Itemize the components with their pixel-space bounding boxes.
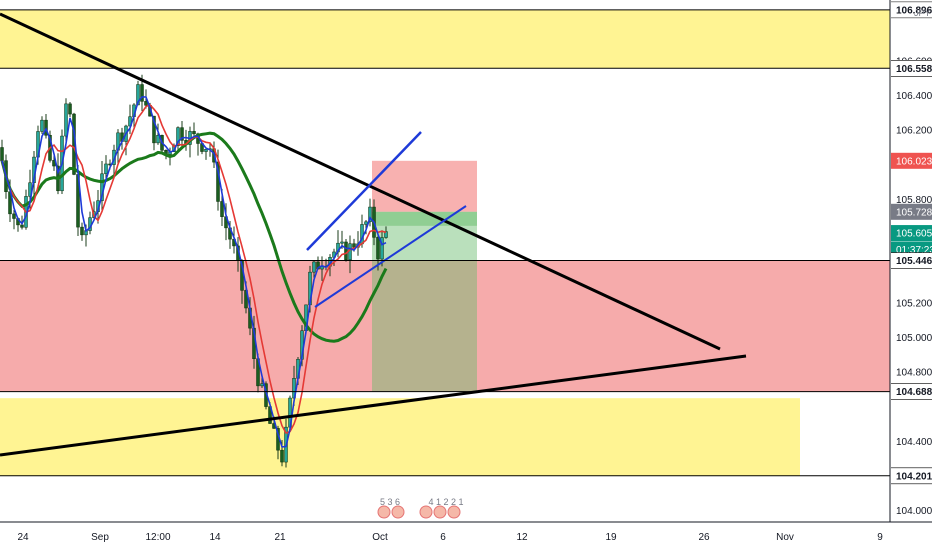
level-label: 106.023 (896, 156, 932, 167)
moving-averages-layer (0, 96, 388, 448)
level-label: 105.446 (896, 256, 932, 267)
price-axis[interactable]: 106.600106.400106.200105.800105.200105.0… (889, 0, 932, 522)
candle-body (368, 206, 372, 223)
candle-body (376, 237, 380, 260)
candle-body (364, 221, 368, 225)
ma-blue-line (1, 96, 387, 448)
time-axis[interactable]: 24 Sep 12:00 14 21 Oct 6 12 19 26 Nov 9 (0, 521, 932, 543)
candle-body (68, 103, 72, 115)
price-tick-label: 105.200 (896, 299, 932, 310)
price-tick-label: 105.000 (896, 333, 932, 344)
level-label: 104.688 (896, 387, 932, 398)
candle-body (312, 261, 316, 273)
channel-lower-line (314, 205, 467, 308)
levels-layer (0, 9, 890, 477)
flag-icon (377, 505, 391, 519)
candle-body (140, 84, 144, 102)
event-marker-text: 4 1 2 2 1 (428, 497, 463, 507)
candle-body (64, 103, 68, 137)
candle-body (144, 101, 148, 106)
trendline-descending (0, 12, 721, 351)
level-label: 105.728 (896, 207, 932, 218)
candle-body (12, 213, 16, 219)
time-tick-label: Nov (776, 532, 794, 543)
flag-icon (433, 505, 447, 519)
level-badge (891, 225, 932, 242)
candle-body (204, 149, 208, 152)
time-tick-label: 24 (17, 532, 29, 543)
candle-body (104, 163, 108, 175)
level-badge (891, 152, 932, 169)
level-label: 104.201 (896, 471, 932, 482)
candle-body (152, 115, 156, 144)
flag-icon (391, 505, 405, 519)
candle-body (192, 131, 196, 135)
time-tick-label: 26 (698, 532, 710, 543)
zone-demand (0, 398, 800, 476)
price-tick-label: 104.800 (896, 368, 932, 379)
time-tick-label: Sep (91, 532, 109, 543)
price-tick-label: 104.000 (896, 506, 932, 517)
level-label: 01:37:23 (896, 245, 932, 256)
take-profit-box (372, 211, 477, 392)
level-label: 105.605 (896, 229, 932, 240)
time-tick-label: 19 (605, 532, 617, 543)
candle-body (0, 147, 4, 161)
candle-body (176, 127, 180, 146)
time-tick-label: 6 (440, 532, 446, 543)
candle-body (180, 127, 184, 141)
price-tick-label: 106.400 (896, 91, 932, 102)
price-tick-label: 104.400 (896, 437, 932, 448)
candle-body (340, 241, 344, 244)
candle-body (156, 135, 160, 144)
candle-body (136, 84, 140, 106)
time-tick-label: 21 (274, 532, 286, 543)
candle-body (80, 226, 84, 236)
symbol-label: JPY (914, 8, 931, 18)
event-markers: 5 3 6 4 1 2 2 1 (377, 497, 464, 519)
trendlines-layer (0, 12, 747, 457)
candle-body (280, 449, 284, 463)
candle-body (20, 224, 24, 228)
zone-supply (0, 9, 890, 69)
candles-layer (0, 74, 388, 468)
level-label: 106.558 (896, 64, 932, 75)
realized-profit-box (372, 211, 477, 226)
time-tick-label: Oct (372, 532, 388, 543)
level-badge-bg (891, 467, 932, 484)
level-badge-bg (891, 383, 932, 400)
level-label: 106.896 (896, 5, 932, 16)
zone-resistance-support (0, 260, 890, 392)
zones-layer (0, 9, 890, 476)
stop-loss-box (372, 160, 477, 212)
candle-body (220, 201, 224, 217)
flag-icon (419, 505, 433, 519)
time-tick-label: 12:00 (145, 532, 170, 543)
candle-body (352, 243, 356, 248)
flag-icon (447, 505, 461, 519)
candle-body (260, 383, 264, 387)
time-tick-label: 9 (877, 532, 883, 543)
time-tick-label: 12 (516, 532, 528, 543)
level-badge-bg (891, 252, 932, 269)
candle-body (344, 241, 348, 261)
event-marker-text: 5 3 6 (380, 497, 400, 507)
price-tick-label: 106.200 (896, 126, 932, 137)
time-tick-label: 14 (209, 532, 221, 543)
price-tick-label: 105.800 (896, 195, 932, 206)
channel-upper-line (306, 131, 422, 251)
level-badge-bg (891, 1, 932, 18)
level-badge (891, 203, 932, 220)
trendline-ascending (0, 354, 747, 457)
level-badge-bg (891, 60, 932, 77)
candle-body (380, 237, 384, 260)
position-layer (372, 160, 477, 392)
candle-body (40, 119, 44, 132)
